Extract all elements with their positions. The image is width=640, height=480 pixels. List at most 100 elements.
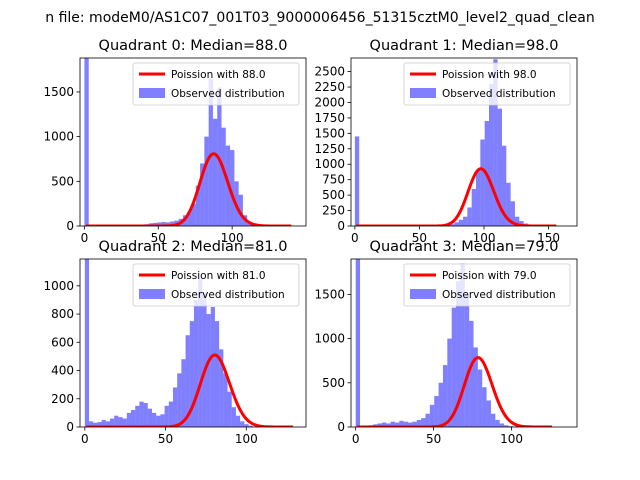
histogram-bar (399, 420, 404, 427)
histogram-bar (135, 405, 140, 427)
axes-frame (350, 258, 578, 428)
histogram-bar (221, 127, 226, 226)
histogram-bar (240, 421, 245, 427)
histogram-bar (160, 414, 165, 427)
histogram-bar (504, 425, 509, 427)
chart-title: Quadrant 1: Median=98.0 (370, 38, 559, 54)
y-tick-label: 0 (337, 219, 345, 233)
histogram-bar (238, 194, 243, 226)
histogram-bar (501, 145, 507, 226)
histogram-bar (471, 188, 477, 226)
plot-area (354, 59, 557, 226)
histogram-bar (377, 423, 382, 427)
histogram-bar (204, 136, 209, 226)
legend-patch-swatch (139, 88, 165, 98)
y-tick-label: 400 (51, 364, 74, 378)
histogram-bar (208, 78, 213, 226)
histogram-bar (434, 396, 439, 427)
y-tick-label: 750 (322, 173, 345, 187)
y-tick-label: 1500 (314, 126, 345, 140)
legend-entry-poisson: Poission with 88.0 (171, 69, 266, 81)
histogram-bar (438, 382, 443, 427)
histogram-bar (442, 365, 448, 427)
histogram-bar (408, 422, 413, 427)
histogram-bar (101, 419, 106, 427)
x-tick-label: 0 (81, 231, 89, 245)
histogram-bar (519, 221, 524, 226)
histogram-bar (386, 423, 391, 427)
histogram-bar (248, 425, 253, 427)
y-tick-label: 0 (66, 420, 74, 434)
plot-area (355, 259, 553, 427)
histogram-bar (212, 118, 218, 226)
histogram-bar (508, 426, 513, 427)
x-tick-label: 50 (158, 432, 173, 446)
x-tick-label: 50 (151, 231, 166, 245)
legend: Poission with 81.0 Observed distribution (132, 263, 300, 307)
histogram-bar (412, 421, 417, 427)
histogram-bar (157, 222, 162, 226)
legend-box (403, 263, 571, 307)
legend-entry-observed: Observed distribution (442, 88, 556, 100)
histogram-bar (110, 418, 115, 427)
legend: Poission with 98.0 Observed distribution (403, 62, 571, 106)
histogram-bar (514, 216, 520, 226)
histogram-bar (202, 292, 207, 427)
histogram-bar (93, 422, 98, 427)
y-tick-label: 1000 (314, 332, 345, 346)
x-tick-label: 100 (500, 432, 523, 446)
y-tick-label: 600 (51, 335, 74, 349)
y-tick-label: 1500 (314, 287, 345, 301)
y-tick-label: 1000 (43, 130, 74, 144)
histogram-bar (403, 421, 409, 427)
histogram-bar (84, 259, 90, 427)
histogram-bar (460, 263, 465, 427)
histogram-bar (493, 59, 498, 226)
legend-patch-swatch (410, 289, 436, 299)
y-tick-label: 500 (322, 376, 345, 390)
histogram-bar (469, 320, 474, 427)
histogram-bar (454, 222, 459, 226)
histogram-bar (126, 412, 132, 427)
histogram-bar (177, 373, 182, 427)
histogram-bar (230, 150, 235, 226)
legend-entry-poisson: Poission with 98.0 (442, 69, 537, 81)
histogram-bar (168, 401, 173, 427)
histogram-bar (118, 417, 123, 427)
figure-suptitle: n file: modeM0/AS1C07_001T03_9000006456_… (45, 10, 594, 26)
histogram-bar (477, 369, 483, 427)
legend-entry-observed: Observed distribution (171, 289, 285, 301)
histogram-bar (151, 412, 157, 427)
histogram-bar (200, 163, 205, 226)
histogram-bar (191, 203, 196, 226)
chart-title: Quadrant 3: Median=79.0 (370, 239, 559, 255)
histogram-bar (495, 419, 500, 427)
histogram-bar (421, 418, 426, 427)
y-tick-label: 0 (337, 420, 345, 434)
histogram-bar (185, 335, 190, 427)
axes-frame (79, 258, 307, 428)
histogram-bar (447, 338, 452, 427)
histogram-bar (381, 422, 387, 427)
histogram-bar (473, 347, 478, 427)
chart-title: Quadrant 2: Median=81.0 (99, 239, 288, 255)
histogram-bar (390, 421, 395, 427)
histogram-bar (210, 307, 215, 427)
histogram-bar (451, 307, 457, 427)
histogram-bar (198, 278, 203, 427)
histogram-bar (114, 415, 119, 427)
histogram-bar (181, 359, 186, 427)
histogram-bar (506, 182, 511, 226)
histogram-bar (105, 421, 111, 427)
y-tick-label: 1000 (314, 157, 345, 171)
legend: Poission with 88.0 Observed distribution (132, 62, 300, 106)
legend-entry-observed: Observed distribution (442, 289, 556, 301)
histogram-bar (355, 259, 361, 427)
histogram-bar (429, 404, 435, 427)
histogram-bar (425, 413, 430, 427)
x-tick-label: 100 (235, 432, 258, 446)
histogram-bar (235, 415, 241, 427)
legend: Poission with 79.0 Observed distribution (403, 263, 571, 307)
histogram-bar (165, 222, 171, 226)
